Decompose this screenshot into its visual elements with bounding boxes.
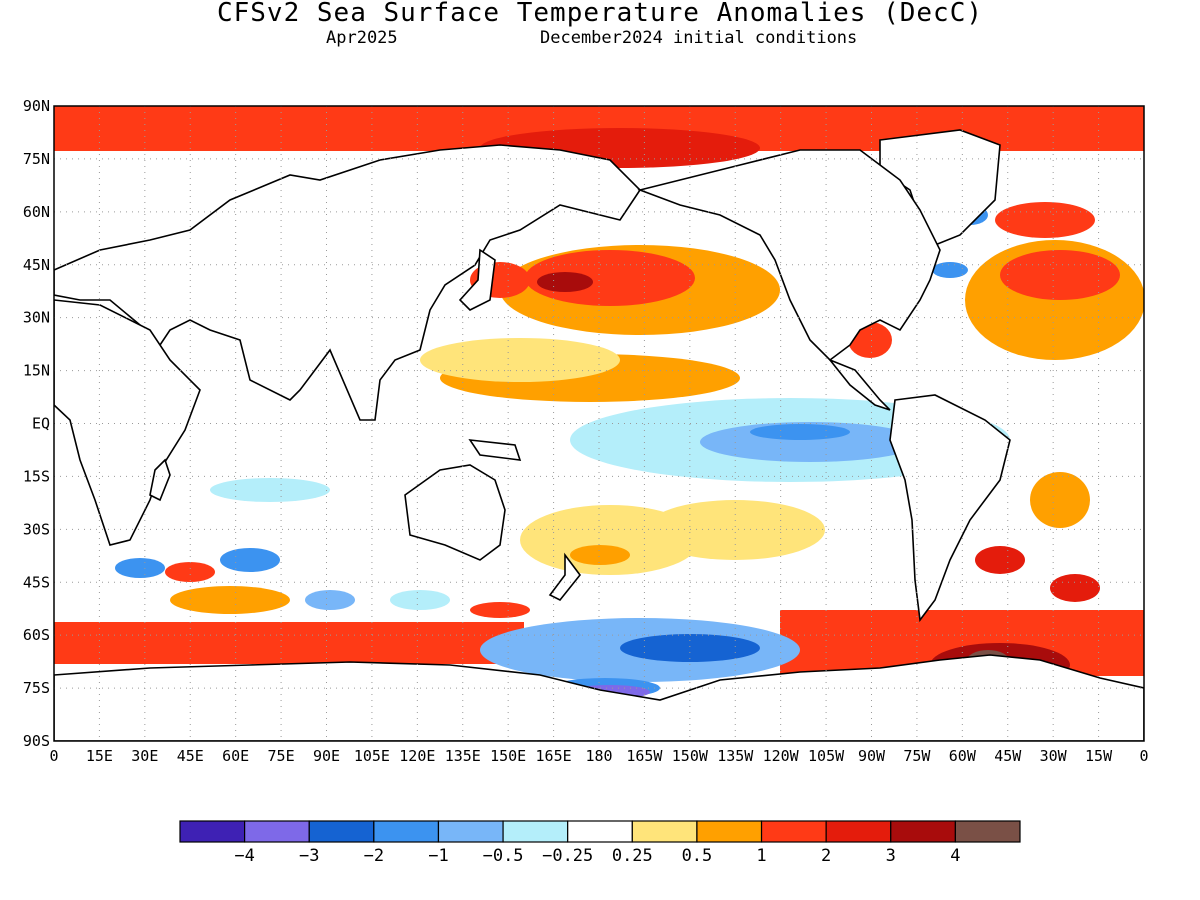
colorbar-tick: −2 <box>364 846 384 866</box>
colorbar-swatch <box>954 820 1021 843</box>
lat-label: 45S <box>23 573 50 591</box>
lon-label: 105W <box>808 747 845 765</box>
colorbar <box>179 820 1021 843</box>
colorbar-swatch <box>825 820 892 843</box>
colorbar-labels: −4 −3 −2 −1 −0.5 −0.25 0.25 0.5 1 2 3 4 <box>234 846 960 866</box>
colorbar-swatch <box>696 820 763 843</box>
colorbar-tick: 0.5 <box>682 846 713 866</box>
lon-label: 15E <box>86 747 113 765</box>
lat-label: 15S <box>23 467 50 485</box>
lon-label: 150E <box>490 747 526 765</box>
initial-conditions: December2024 initial conditions <box>540 28 858 48</box>
latitude-labels: 90N 75N 60N 45N 30N 15N EQ 15S 30S 45S 60S 75S 90S <box>23 97 50 750</box>
lat-label: 60S <box>23 626 50 644</box>
lon-label: 60E <box>222 747 249 765</box>
colorbar-swatch <box>437 820 504 843</box>
lon-label: 45E <box>177 747 204 765</box>
colorbar-tick: 0.25 <box>612 846 653 866</box>
colorbar-tick: 1 <box>756 846 766 866</box>
lon-label: 150W <box>672 747 709 765</box>
colorbar-tick: −0.5 <box>483 846 524 866</box>
lat-label: 75N <box>23 150 50 168</box>
colorbar-swatch <box>244 820 310 843</box>
longitude-labels: 0 15E 30E 45E 60E 75E 90E 105E 120E 135E 150E 165E 1… <box>49 747 1148 765</box>
lon-label: 15W <box>1085 747 1113 765</box>
colorbar-tick: −1 <box>428 846 448 866</box>
colorbar-swatch <box>760 820 827 843</box>
lon-label: 135W <box>717 747 754 765</box>
lat-label: 30N <box>23 309 50 327</box>
lat-label: 60N <box>23 203 50 221</box>
lon-label: 0 <box>49 747 58 765</box>
lat-label: EQ <box>32 415 50 433</box>
lon-label: 120E <box>399 747 435 765</box>
lat-label: 75S <box>23 679 50 697</box>
lon-label: 60W <box>949 747 977 765</box>
colorbar-swatch <box>631 820 698 843</box>
lat-label: 30S <box>23 520 50 538</box>
lat-label: 90N <box>23 97 50 115</box>
lon-label: 30W <box>1040 747 1068 765</box>
map-frame <box>53 105 1145 742</box>
lat-label: 90S <box>23 732 50 750</box>
lon-label: 135E <box>445 747 481 765</box>
colorbar-swatch <box>373 820 440 843</box>
colorbar-tick: 3 <box>886 846 896 866</box>
map-title: CFSv2 Sea Surface Temperature Anomalies … <box>216 0 984 28</box>
colorbar-swatch <box>308 820 375 843</box>
lon-label: 105E <box>354 747 390 765</box>
colorbar-swatch <box>179 820 246 843</box>
lon-label: 75E <box>268 747 295 765</box>
lon-label: 0 <box>1139 747 1148 765</box>
forecast-month: Apr2025 <box>326 28 398 48</box>
colorbar-swatch <box>890 820 956 843</box>
colorbar-tick: −3 <box>299 846 319 866</box>
lon-label: 45W <box>994 747 1022 765</box>
lon-label: 90E <box>313 747 340 765</box>
lat-label: 45N <box>23 256 50 274</box>
colorbar-tick: −0.25 <box>542 846 593 866</box>
colorbar-tick: 4 <box>950 846 960 866</box>
lon-label: 165E <box>536 747 572 765</box>
lon-label: 165W <box>626 747 663 765</box>
colorbar-swatch <box>567 820 633 843</box>
colorbar-tick: −4 <box>234 846 254 866</box>
lat-label: 15N <box>23 362 50 380</box>
lon-label: 30E <box>131 747 158 765</box>
lon-label: 180 <box>585 747 612 765</box>
colorbar-tick: 2 <box>821 846 831 866</box>
colorbar-swatch <box>502 820 569 843</box>
lon-label: 90W <box>858 747 886 765</box>
lon-label: 75W <box>903 747 931 765</box>
lon-label: 120W <box>763 747 800 765</box>
